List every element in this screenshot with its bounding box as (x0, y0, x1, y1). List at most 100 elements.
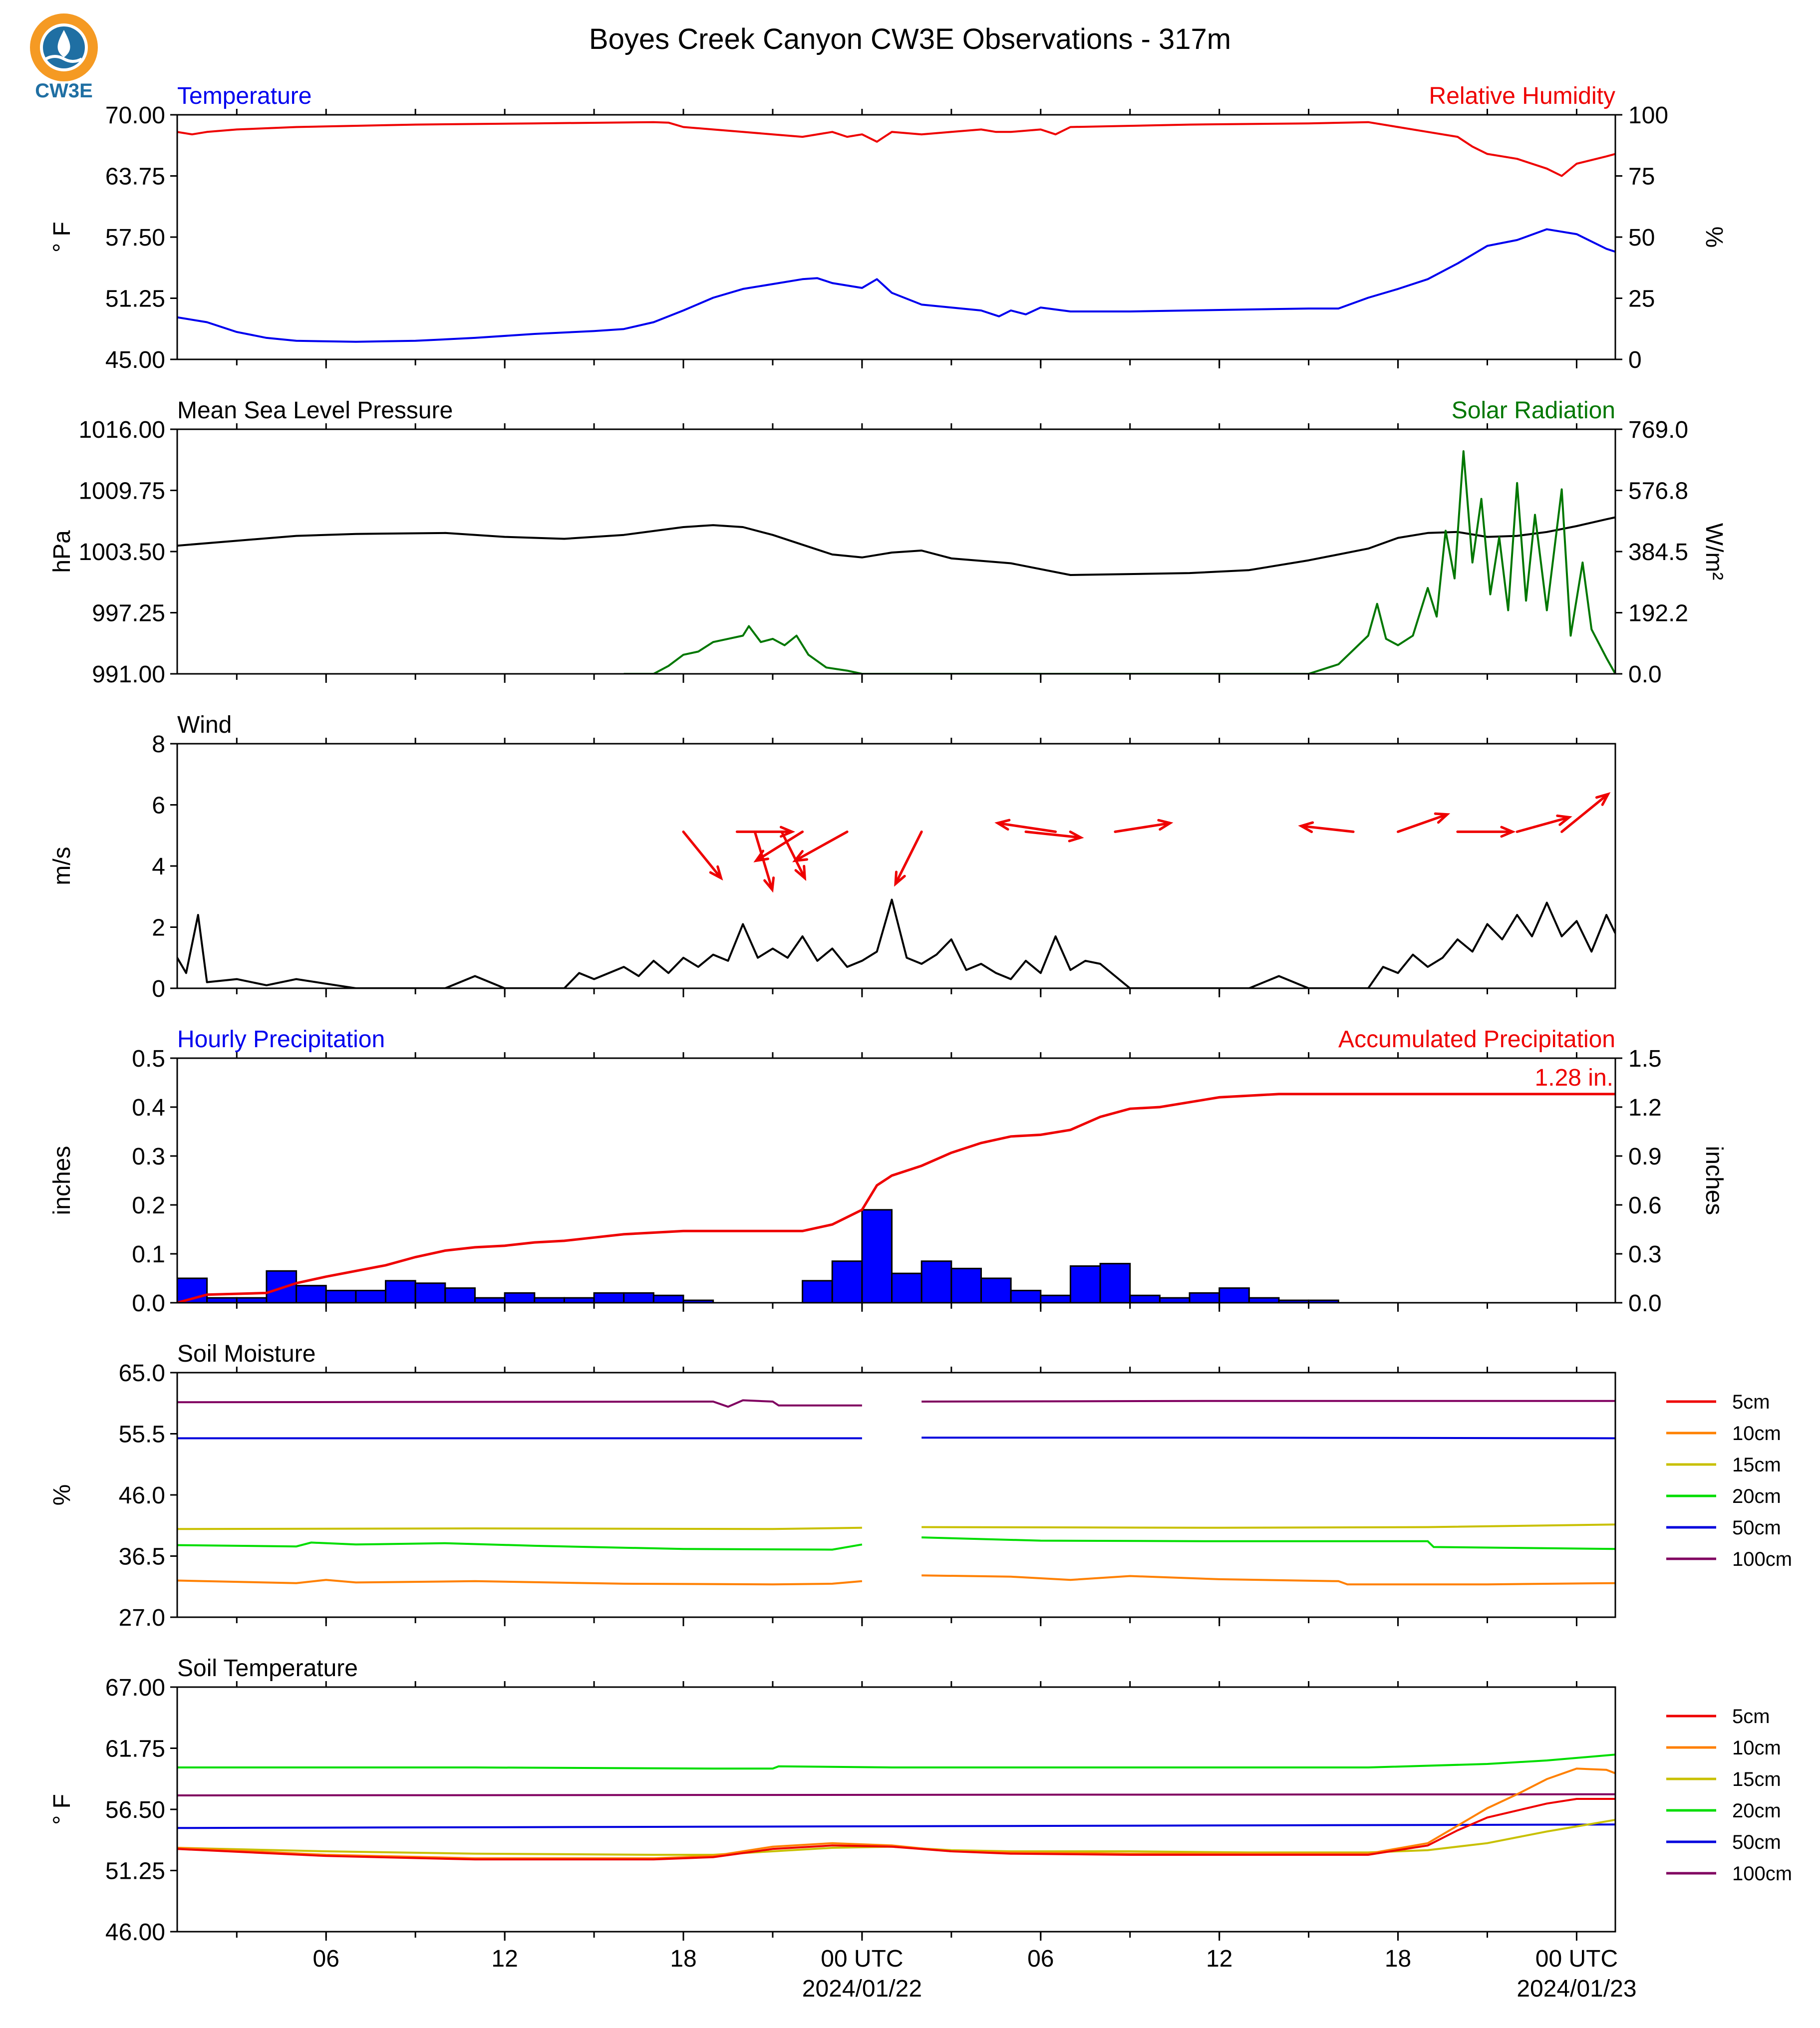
plot-area (177, 898, 1615, 988)
precip-bar (980, 1277, 1012, 1303)
panel-title-right: Relative Humidity (1429, 83, 1615, 109)
wind-arrow (753, 830, 804, 863)
y-axis-label-left: ° F (49, 1794, 75, 1825)
panels: Temperature Relative Humidity 45.00 51.25 57… (49, 83, 1792, 2002)
legend-label: 5cm (1732, 1706, 1770, 1728)
y-axis-label-left: m/s (49, 847, 75, 885)
panel-title-left: Soil Temperature (177, 1655, 358, 1682)
series-line-soil-moisture-100cm (921, 1400, 1615, 1403)
y-tick-label-left: 991.00 (92, 661, 165, 688)
wind-arrow (780, 830, 807, 881)
y-tick-label-left: 0.5 (132, 1046, 165, 1072)
y-tick-label-left: 1009.75 (78, 478, 165, 505)
series-line-mean-sea-level-pressure (177, 516, 1615, 576)
legend-label: 10cm (1732, 1737, 1781, 1759)
series-line-soil-moisture-15cm (177, 1526, 862, 1530)
x-tick-label: 06 (1027, 1946, 1054, 1972)
series-line-soil-moisture-20cm (177, 1541, 863, 1551)
wind-arrow (682, 830, 723, 881)
plot-area (177, 450, 1615, 674)
y-tick-label-left: 1003.50 (78, 539, 165, 566)
legend-label: 20cm (1732, 1800, 1781, 1822)
y-tick-label-left: 27.0 (119, 1605, 165, 1631)
y-tick-label-left: 0.4 (132, 1095, 165, 1121)
y-axis-label-left: % (49, 1484, 75, 1506)
legend-label: 15cm (1732, 1454, 1781, 1476)
series-line-soil-temperature-5cm (177, 1798, 1615, 1861)
precip-bar (355, 1290, 387, 1303)
wind-arrow (1024, 830, 1084, 843)
wind-arrow (1114, 819, 1174, 833)
panel-soil_temperature: Soil Temperature 46.00 51.25 56.50 61.75 67.0… (49, 1655, 1792, 1946)
x-tick-label: 00 UTC (1535, 1946, 1618, 1972)
wind-arrow (1456, 826, 1516, 838)
y-tick-label-left: 4 (152, 854, 165, 880)
y-tick-label-right: 75 (1628, 164, 1655, 190)
y-tick-label-left: 65.0 (119, 1360, 165, 1387)
y-tick-label-left: 46.0 (119, 1482, 165, 1509)
y-tick-label-left: 61.75 (105, 1736, 165, 1762)
x-tick-label: 12 (1206, 1946, 1232, 1972)
y-tick-label-right: 769.0 (1628, 417, 1688, 443)
y-axis-label-right: % (1701, 227, 1727, 248)
legend-label: 50cm (1732, 1831, 1781, 1853)
precip-bar (1218, 1287, 1250, 1303)
precip-bar (950, 1267, 982, 1303)
precip-bar (802, 1280, 833, 1303)
wind-arrow (1516, 814, 1572, 833)
precip-bar (891, 1272, 922, 1303)
plot-area (177, 1399, 1615, 1586)
logo-text: CW3E (35, 80, 93, 102)
y-tick-label-right: 100 (1628, 102, 1668, 129)
chart-title: Boyes Creek Canyon CW3E Observations - 3… (589, 23, 1231, 55)
series-line-soil-moisture-10cm (177, 1579, 863, 1586)
precip-bar (1069, 1265, 1101, 1303)
x-tick-label: 12 (491, 1946, 518, 1972)
precip-bar (1010, 1290, 1042, 1303)
panel-title-right: Accumulated Precipitation (1338, 1026, 1615, 1053)
plot-area (177, 1093, 1615, 1303)
precip-bar (682, 1299, 714, 1303)
y-tick-label-left: 8 (152, 731, 165, 758)
panel-frame (176, 743, 1616, 989)
panel-frame (176, 1057, 1616, 1304)
plot-area (177, 1753, 1615, 1861)
legend-label: 10cm (1732, 1423, 1781, 1445)
y-tick-label-right: 25 (1628, 286, 1655, 312)
panel-title-left: Wind (177, 712, 232, 738)
y-tick-label-left: 0.1 (132, 1241, 165, 1268)
y-tick-label-right: 576.8 (1628, 478, 1688, 505)
y-tick-label-left: 0.2 (132, 1192, 165, 1219)
y-axis-label-left: hPa (49, 530, 75, 573)
y-axis-label-right: inches (1701, 1146, 1727, 1215)
y-tick-label-right: 50 (1628, 225, 1655, 251)
y-tick-label-left: 1016.00 (78, 417, 165, 443)
precip-bar (652, 1294, 684, 1303)
precip-bar (920, 1260, 952, 1303)
y-tick-label-right: 0 (1628, 347, 1642, 373)
y-tick-label-left: 2 (152, 915, 165, 941)
plot-area (177, 121, 1615, 343)
series-line-soil-temperature-100cm (177, 1793, 1615, 1796)
y-tick-label-left: 36.5 (119, 1544, 165, 1570)
precip-bar (325, 1290, 357, 1303)
precip-bar (444, 1287, 476, 1303)
logo-wave-icon (45, 55, 83, 63)
y-tick-label-left: 46.00 (105, 1919, 165, 1946)
y-tick-label-left: 70.00 (105, 102, 165, 129)
precip-bar (296, 1285, 327, 1303)
y-tick-label-right: 0.3 (1628, 1241, 1662, 1268)
cw3e-logo: CW3E (30, 13, 98, 102)
precip-bar (1189, 1292, 1220, 1303)
panel-pressure: Mean Sea Level Pressure Solar Radiation 99… (49, 397, 1727, 688)
y-tick-label-right: 0.0 (1628, 1290, 1662, 1317)
panel-frame (176, 1372, 1616, 1618)
series-line-soil-moisture-10cm (921, 1574, 1615, 1586)
panel-frame (176, 1686, 1616, 1933)
logo-drop-icon (57, 30, 70, 57)
y-tick-label-left: 6 (152, 793, 165, 819)
y-tick-label-right: 1.2 (1628, 1095, 1662, 1121)
legend-label: 15cm (1732, 1768, 1781, 1790)
y-axis-label-left: ° F (49, 222, 75, 253)
